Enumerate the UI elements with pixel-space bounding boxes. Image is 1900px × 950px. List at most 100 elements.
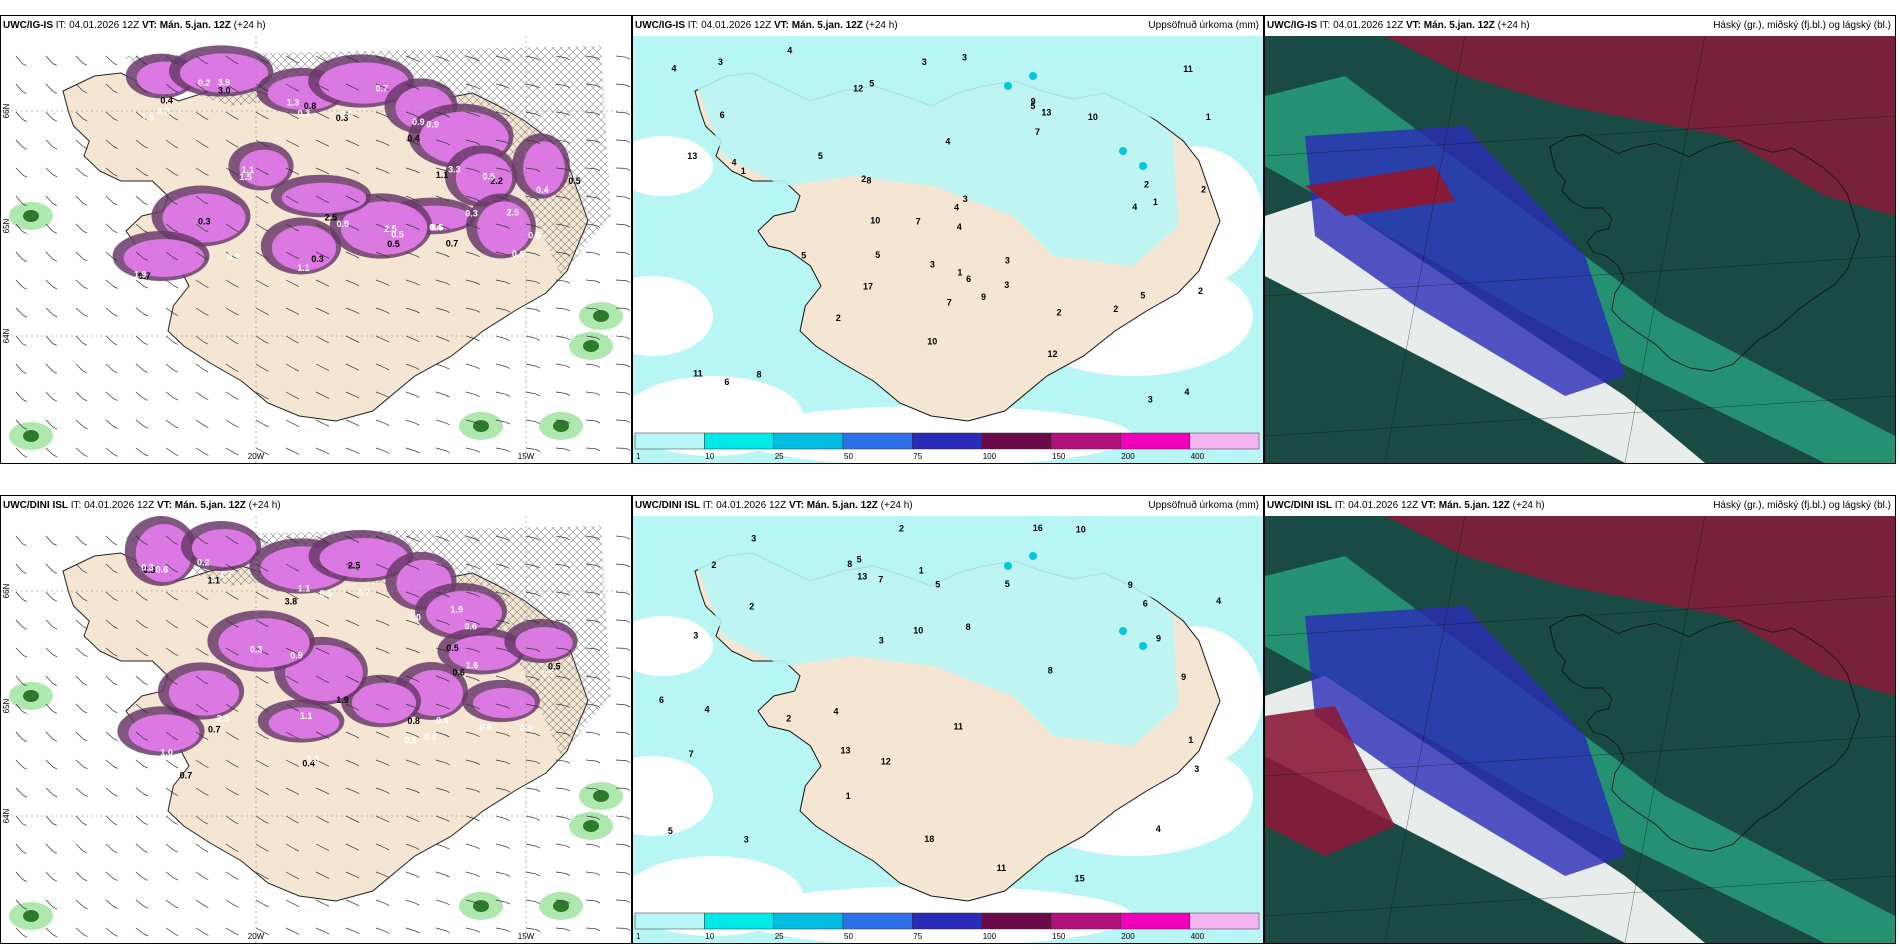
snow-value-label: 0.4 [536,185,549,195]
graticule-line [1624,35,1706,463]
low-cloud-area [1305,606,1625,876]
snow-value-label: 0.5 [568,176,581,186]
snow-value-label: 0.5 [548,662,561,672]
precip-map-panel-igis: 10 7 5 4 8 6 2 5 4 3 4 2 11 13 7 4 10 12 6 4 5 3 9 2 3 5 17 13 12 9 11… [632,15,1264,464]
lon-label: 15W [518,452,535,461]
valid-time: Mán. 5.jan. 12Z [1423,20,1495,31]
it-label: IT: [1319,20,1331,31]
snow-value-label: 0.4 [407,134,420,144]
lead-time: (+24 h) [233,20,266,31]
snow-value-label: 0.6 [465,622,478,632]
snow-value-label: 0.8 [304,101,317,111]
precip-value-label: 8 [847,559,852,569]
wind-barbs [15,535,631,938]
precip-value-label: 6 [724,377,729,387]
no-precip-area [633,276,713,356]
precip-value-label: 4 [705,705,710,715]
precip-value-label: 6 [720,110,725,120]
lon-label: 15W [518,932,535,941]
precip-value-label: 12 [881,756,891,766]
precip-value-label: 5 [801,251,806,261]
snow-value-label: 1.3 [307,754,320,764]
snow-value-label: 1.5 [239,172,252,182]
precip-value-label: 7 [947,298,952,308]
high-cloud-area [1385,516,1895,696]
snow-value-label: 3.8 [285,596,298,606]
snow-value-label: 0.4 [160,95,173,105]
precip-value-label: 3 [930,259,935,269]
colorbar-swatch [1050,432,1121,450]
snow-value-label: 0.7 [180,771,193,781]
colorbar-swatch [981,432,1052,450]
colorbar-tick-label: 1 [636,452,641,461]
rain-core [23,690,39,702]
snow-value-label: 0.3 [336,113,349,123]
precip-value-label: 8 [966,622,971,632]
snow-value-label: 0.6 [156,565,169,575]
precip-value-label: 2 [786,714,791,724]
rain-core [23,910,39,922]
precip-value-label: 7 [1035,127,1040,137]
precip-value-label: 2 [1198,286,1203,296]
snow-value-label: 0.3 [250,644,263,654]
precip-value-label: 4 [954,203,959,213]
iceland-coastline [1549,614,1861,852]
snow-value-label: 2.3 [217,713,230,723]
colorbar-swatch [704,912,774,930]
colorbar-tick-label: 75 [913,932,922,941]
lead-time: (+24 h) [1512,500,1545,511]
colorbar-swatch [842,432,913,450]
snow-value-label: 0.4 [436,715,449,725]
wind-barbs [15,55,631,458]
snow-contour-light [128,714,200,752]
precip-value-label: 9 [1031,96,1036,106]
precip-value-label: 5 [668,826,673,836]
precip-spot [1004,562,1012,570]
rain-core [473,900,489,912]
precip-value-label: 3 [962,53,967,63]
snow-contour-light [473,687,535,719]
precip-value-label: 4 [1156,824,1161,834]
colorbar-swatch [1120,912,1190,930]
precip-area [693,536,1178,746]
snow-value-label: 1.9 [336,695,349,705]
precip-value-label: 10 [927,336,937,346]
it-label: IT: [70,500,82,511]
high-cloud-area [1385,36,1895,216]
snow-value-label: 0.5 [340,109,353,119]
colorbar-tick-label: 50 [844,932,853,941]
lat-label: 66N [2,103,11,118]
snow-value-label: 3.3 [448,164,461,174]
precip-value-label: 11 [1183,64,1193,74]
hatched-area [121,526,611,756]
snow-value-label: 3.9 [218,77,231,87]
snow-value-label: 0.9 [520,723,533,733]
precip-value-label: 3 [963,194,968,204]
precip-value-label: 8 [757,369,762,379]
precip-colorbar: 1 10 25 50 75 100 150 200 400 [634,432,1260,461]
precip-value-label: 1 [919,565,924,575]
snow-contour-light [281,182,367,214]
precip-value-label: 5 [1005,579,1010,589]
snow-value-label: 1.7 [220,570,233,580]
precip-value-label: 4 [1216,596,1221,606]
precip-value-label: 5 [1030,101,1035,111]
rain-core [593,310,609,322]
it-label: IT: [55,20,67,31]
precip-map: 1075486254342111374101264539235171312911… [633,16,1263,463]
no-precip-area [633,136,713,196]
graticule-line [1265,115,1895,157]
precip-area [693,56,1178,266]
snow-contour-light [218,618,310,668]
precip-value-label: 3 [1005,256,1010,266]
colorbar-tick-label: 10 [705,932,714,941]
rain-core [583,820,599,832]
model-name: UWC/IG-IS [3,20,53,31]
precip-value-label: 11 [997,863,1007,873]
snow-value-label: 1.1 [208,575,221,585]
snow-value-label: 0.2 [198,78,211,88]
snow-value-label: 1.3 [287,98,300,108]
colorbar-tick-label: 10 [705,452,714,461]
cloud-map [1265,496,1895,943]
precip-value-label: 5 [935,580,940,590]
